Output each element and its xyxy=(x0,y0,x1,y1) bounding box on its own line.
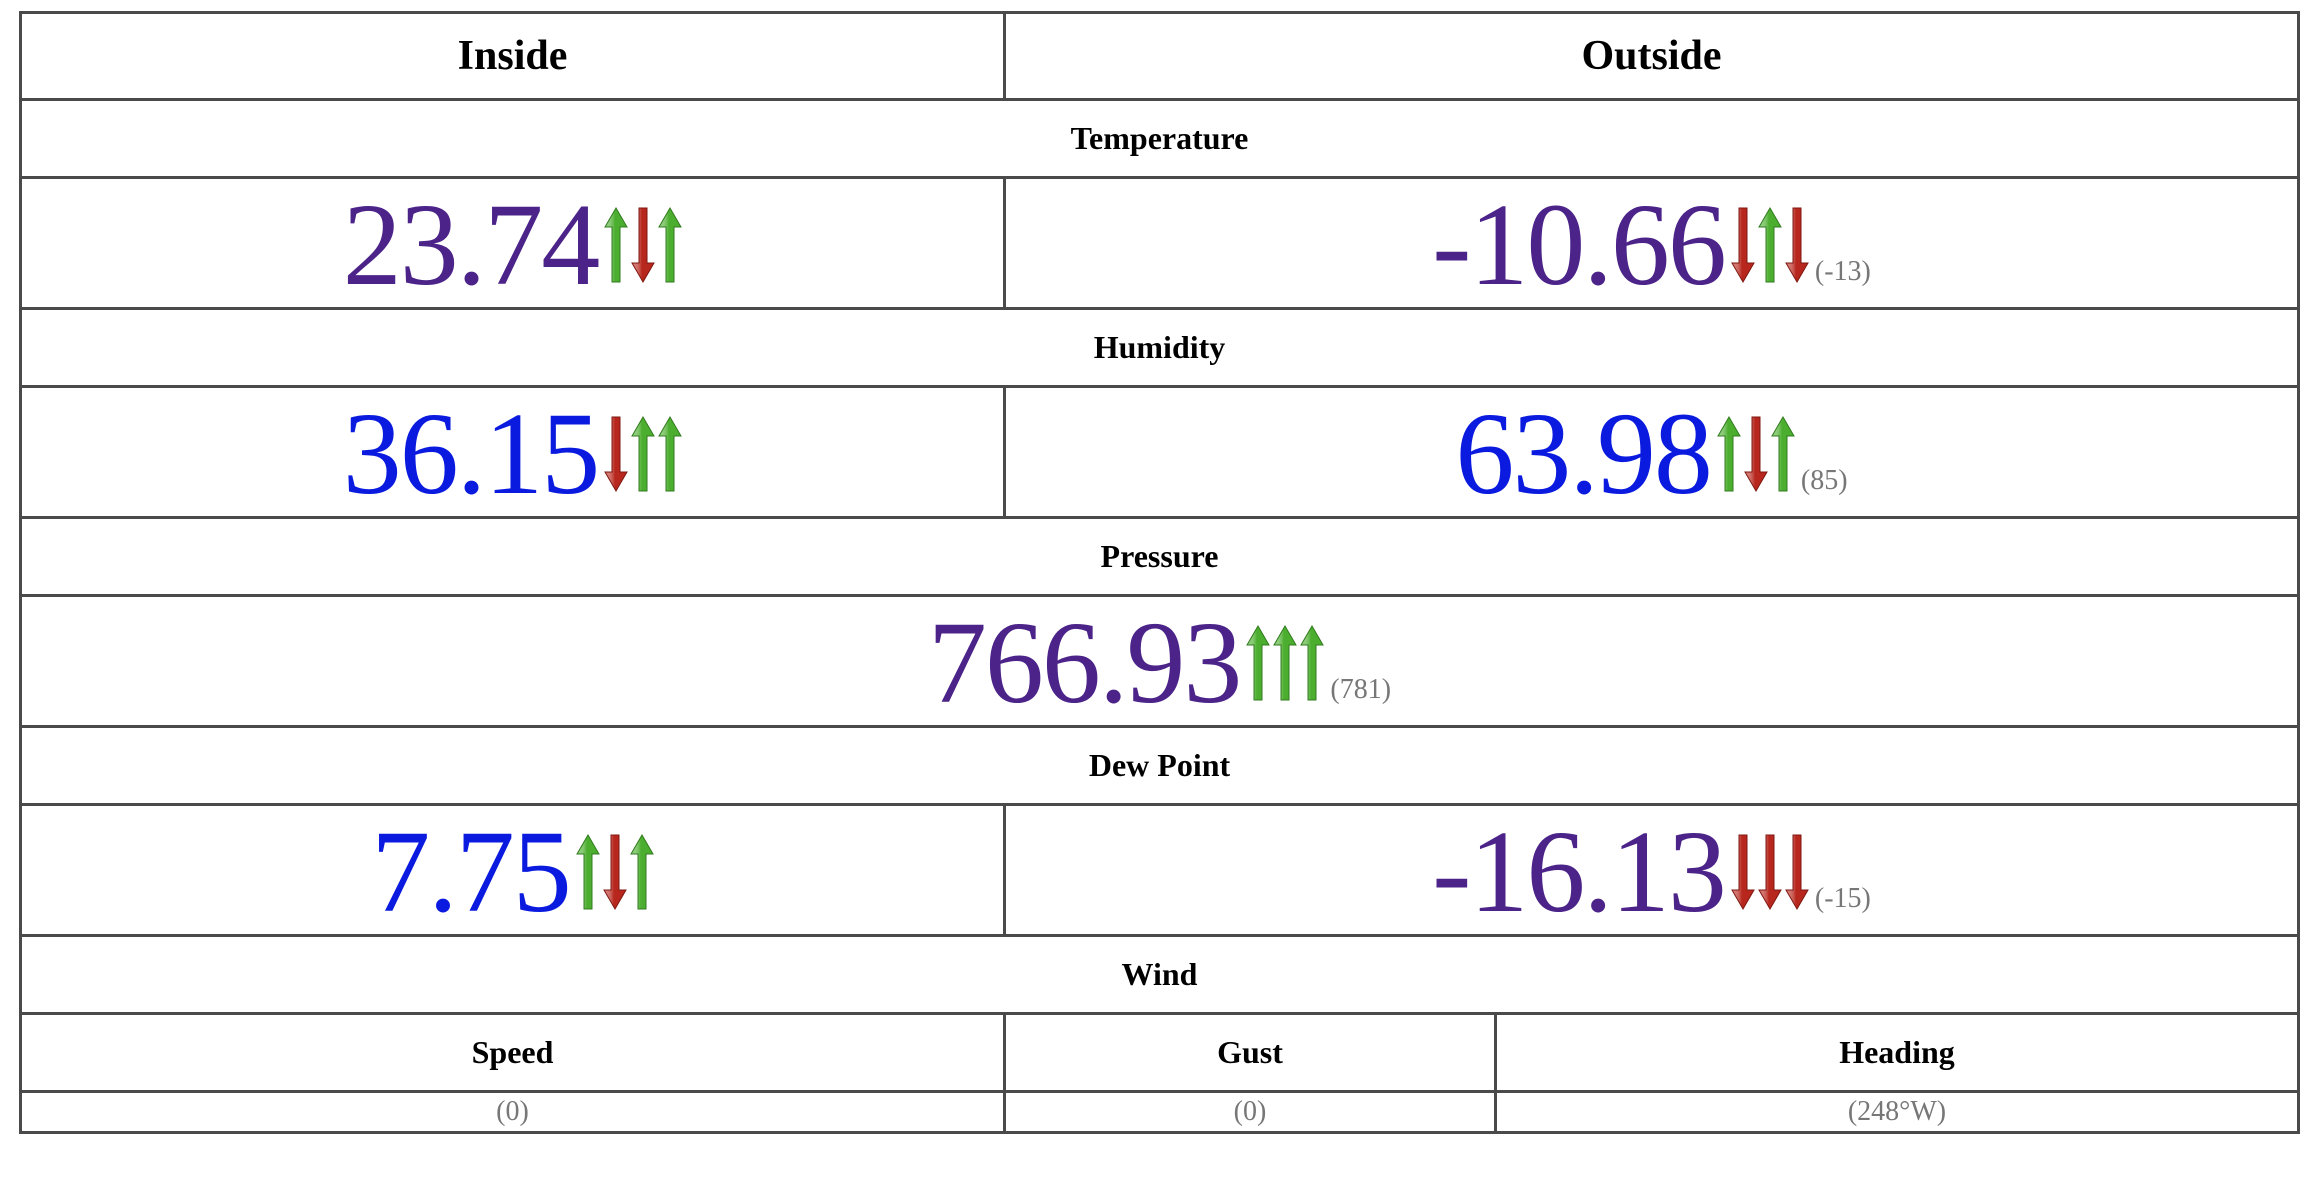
wind-gust-label: Gust xyxy=(1003,1012,1497,1093)
trend-down-arrow-icon xyxy=(631,207,656,283)
outside-temperature-extreme: (-13) xyxy=(1814,256,1871,287)
trend-up-arrow-icon xyxy=(1246,625,1271,701)
outside-humidity-value: 63.98 xyxy=(1455,388,1712,518)
trend-up-arrow-icon xyxy=(631,416,656,492)
pressure-extreme: (781) xyxy=(1330,674,1392,705)
trend-down-arrow-icon xyxy=(1785,834,1809,910)
inside-dew-point-trend xyxy=(575,834,654,910)
pressure-value-row: 766.93 (781) xyxy=(19,594,2300,728)
wind-section-row: Wind xyxy=(19,934,2300,1015)
inside-temperature-value: 23.74 xyxy=(342,179,600,309)
trend-down-arrow-icon xyxy=(604,416,629,492)
trend-down-arrow-icon xyxy=(1758,834,1782,910)
trend-up-arrow-icon xyxy=(658,416,683,492)
trend-up-arrow-icon xyxy=(629,834,654,910)
inside-humidity-cell: 36.15 xyxy=(19,385,1006,519)
pressure-section-row: Pressure xyxy=(19,516,2300,597)
trend-up-arrow-icon xyxy=(1273,625,1298,701)
pressure-cell: 766.93 (781) xyxy=(19,594,2300,728)
trend-down-arrow-icon xyxy=(1744,416,1768,492)
temperature-section-row: Temperature xyxy=(19,98,2300,179)
wind-speed-value: (0) xyxy=(19,1090,1006,1134)
trend-up-arrow-icon xyxy=(1771,416,1795,492)
wind-speed-label: Speed xyxy=(19,1012,1006,1093)
outside-temperature-value: -10.66 xyxy=(1432,179,1727,309)
trend-down-arrow-icon xyxy=(1785,207,1809,283)
outside-dew-point-trend xyxy=(1731,834,1809,910)
dew-point-section-title: Dew Point xyxy=(19,725,2300,806)
temperature-value-row: 23.74 -10.66 (-13) xyxy=(19,176,2300,310)
outside-dew-point-cell: -16.13 (-15) xyxy=(1003,803,2300,937)
weather-table: Inside Outside Temperature 23.74 -10.66 (… xyxy=(19,11,2300,1134)
header-row: Inside Outside xyxy=(19,11,2300,101)
dew-point-section-row: Dew Point xyxy=(19,725,2300,806)
wind-value-row: (0) (0) (248°W) xyxy=(19,1090,2300,1134)
pressure-section-title: Pressure xyxy=(19,516,2300,597)
trend-up-arrow-icon xyxy=(1758,207,1782,283)
trend-down-arrow-icon xyxy=(602,834,627,910)
trend-up-arrow-icon xyxy=(575,834,600,910)
inside-dew-point-value: 7.75 xyxy=(371,806,571,936)
dew-point-value-row: 7.75 -16.13 (-15) xyxy=(19,803,2300,937)
inside-dew-point-cell: 7.75 xyxy=(19,803,1006,937)
wind-heading-value: (248°W) xyxy=(1494,1090,2300,1134)
humidity-section-title: Humidity xyxy=(19,307,2300,388)
inside-header: Inside xyxy=(19,11,1006,101)
trend-down-arrow-icon xyxy=(1731,834,1755,910)
inside-temperature-trend xyxy=(604,207,683,283)
inside-humidity-trend xyxy=(604,416,683,492)
wind-heading-label: Heading xyxy=(1494,1012,2300,1093)
pressure-value: 766.93 xyxy=(927,597,1242,727)
trend-up-arrow-icon xyxy=(604,207,629,283)
wind-label-row: Speed Gust Heading xyxy=(19,1012,2300,1093)
inside-humidity-value: 36.15 xyxy=(342,388,600,518)
outside-header: Outside xyxy=(1003,11,2300,101)
wind-section-title: Wind xyxy=(19,934,2300,1015)
wind-gust-value: (0) xyxy=(1003,1090,1497,1134)
trend-up-arrow-icon xyxy=(658,207,683,283)
outside-dew-point-extreme: (-15) xyxy=(1814,883,1871,914)
outside-temperature-cell: -10.66 (-13) xyxy=(1003,176,2300,310)
humidity-value-row: 36.15 63.98 (85) xyxy=(19,385,2300,519)
trend-up-arrow-icon xyxy=(1300,625,1325,701)
temperature-section-title: Temperature xyxy=(19,98,2300,179)
outside-humidity-extreme: (85) xyxy=(1800,465,1848,496)
trend-up-arrow-icon xyxy=(1717,416,1741,492)
pressure-trend xyxy=(1246,625,1325,701)
outside-humidity-trend xyxy=(1717,416,1795,492)
inside-temperature-cell: 23.74 xyxy=(19,176,1006,310)
outside-temperature-trend xyxy=(1731,207,1809,283)
outside-humidity-cell: 63.98 (85) xyxy=(1003,385,2300,519)
outside-dew-point-value: -16.13 xyxy=(1432,806,1727,936)
trend-down-arrow-icon xyxy=(1731,207,1755,283)
humidity-section-row: Humidity xyxy=(19,307,2300,388)
